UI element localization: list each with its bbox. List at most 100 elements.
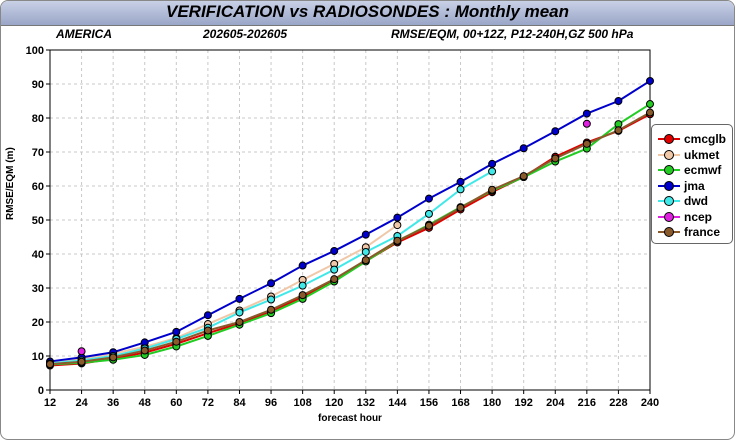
data-point-ncep <box>77 347 86 356</box>
y-tick-label: 10 <box>32 351 44 363</box>
x-tick-label: 24 <box>75 397 88 409</box>
data-point-ukmet <box>393 221 402 230</box>
x-tick-label: 36 <box>107 397 119 409</box>
x-tick-label: 48 <box>139 397 151 409</box>
series-line-jma <box>49 80 651 363</box>
data-point-france <box>393 236 402 245</box>
x-tick-label: 84 <box>233 397 246 409</box>
data-point-france <box>456 203 465 212</box>
x-tick-label: 156 <box>420 397 438 409</box>
data-point-jma <box>203 311 212 320</box>
legend-label-ukmet: ukmet <box>684 147 720 162</box>
data-point-jma <box>235 294 244 303</box>
chart-title: VERIFICATION vs RADIOSONDES : Monthly me… <box>165 2 569 21</box>
x-tick-label: 108 <box>293 397 311 409</box>
legend-marker-ncep <box>664 211 674 222</box>
data-point-france <box>361 256 370 265</box>
data-point-france <box>203 326 212 335</box>
legend-label-jma: jma <box>684 178 705 193</box>
x-tick-label: 192 <box>515 397 533 409</box>
data-point-france <box>582 139 591 148</box>
x-tick-label: 60 <box>170 397 182 409</box>
y-tick-label: 70 <box>32 147 44 159</box>
period-label: 202605-202605 <box>203 27 288 41</box>
x-tick-label: 216 <box>578 397 596 409</box>
legend-label-cmcglb: cmcglb <box>684 132 727 146</box>
x-tick-label: 120 <box>325 397 343 409</box>
y-tick-label: 50 <box>32 215 44 227</box>
legend-item-dwd: dwd <box>652 193 732 209</box>
y-tick-label: 60 <box>32 181 44 193</box>
data-point-dwd <box>267 295 276 304</box>
data-point-france <box>172 337 181 346</box>
data-point-jma <box>646 76 654 85</box>
y-tick-label: 30 <box>32 283 44 295</box>
x-tick-label: 228 <box>609 397 627 409</box>
legend-marker-ecmwf <box>664 165 674 175</box>
data-point-jma <box>424 194 433 203</box>
data-point-dwd <box>330 265 339 274</box>
data-point-dwd <box>488 167 497 176</box>
data-point-jma <box>582 109 591 118</box>
legend-label-france: france <box>684 225 721 239</box>
data-point-france <box>235 318 244 326</box>
data-point-jma <box>488 159 497 168</box>
legend-marker-ukmet <box>664 149 674 160</box>
x-tick-label: 204 <box>546 397 565 409</box>
y-tick-label: 0 <box>38 385 44 397</box>
y-tick-label: 80 <box>32 113 44 125</box>
data-point-france <box>488 185 497 194</box>
x-tick-label: 12 <box>44 397 56 409</box>
data-point-jma <box>614 97 623 105</box>
data-point-france <box>298 291 307 300</box>
series-line-france <box>49 111 651 366</box>
legend-label-dwd: dwd <box>684 194 708 208</box>
data-point-france <box>46 360 54 369</box>
data-point-jma <box>551 127 560 136</box>
data-point-jma <box>361 230 370 239</box>
data-point-dwd <box>456 185 465 194</box>
data-point-jma <box>298 261 307 270</box>
legend-marker-france <box>664 227 674 237</box>
y-tick-label: 20 <box>32 317 44 329</box>
title-bar: VERIFICATION vs RADIOSONDES : Monthly me… <box>1 1 734 26</box>
legend-marker-dwd <box>664 196 674 206</box>
region-label: AMERICA <box>56 27 112 41</box>
legend-item-jma: jma <box>652 178 732 194</box>
data-point-france <box>109 353 118 362</box>
data-point-dwd <box>424 209 433 218</box>
x-axis-label: forecast hour <box>318 413 382 424</box>
data-point-jma <box>519 144 528 153</box>
x-tick-label: 168 <box>451 397 469 409</box>
legend-marker-cmcglb <box>664 134 674 144</box>
x-tick-label: 72 <box>202 397 214 409</box>
series-line-ukmet <box>49 224 398 364</box>
data-point-ncep <box>582 119 591 128</box>
data-point-dwd <box>298 281 307 290</box>
data-point-jma <box>393 213 402 222</box>
data-point-france <box>519 172 528 181</box>
legend-label-ecmwf: ecmwf <box>684 163 722 177</box>
x-tick-label: 132 <box>357 397 375 409</box>
data-point-france <box>140 346 149 355</box>
data-point-france <box>330 275 339 284</box>
data-point-france <box>77 357 86 366</box>
data-point-jma <box>267 279 276 288</box>
data-point-france <box>267 305 276 314</box>
y-axis-label: RMSE/EQM (m) <box>5 147 16 220</box>
x-tick-label: 180 <box>483 397 501 409</box>
legend-item-cmcglb: cmcglb <box>652 131 732 147</box>
data-point-dwd <box>361 247 370 256</box>
y-tick-label: 90 <box>32 79 44 91</box>
data-point-jma <box>330 246 339 255</box>
legend-item-ecmwf: ecmwf <box>652 162 732 178</box>
x-tick-label: 240 <box>641 397 659 409</box>
data-point-france <box>551 154 560 163</box>
series-line-ecmwf <box>49 103 651 366</box>
legend-marker-jma <box>664 180 674 191</box>
x-tick-label: 144 <box>388 397 407 409</box>
description-label: RMSE/EQM, 00+12Z, P12-240H,GZ 500 hPa <box>391 27 634 41</box>
y-tick-label: 100 <box>26 45 44 57</box>
data-point-france <box>646 108 654 117</box>
